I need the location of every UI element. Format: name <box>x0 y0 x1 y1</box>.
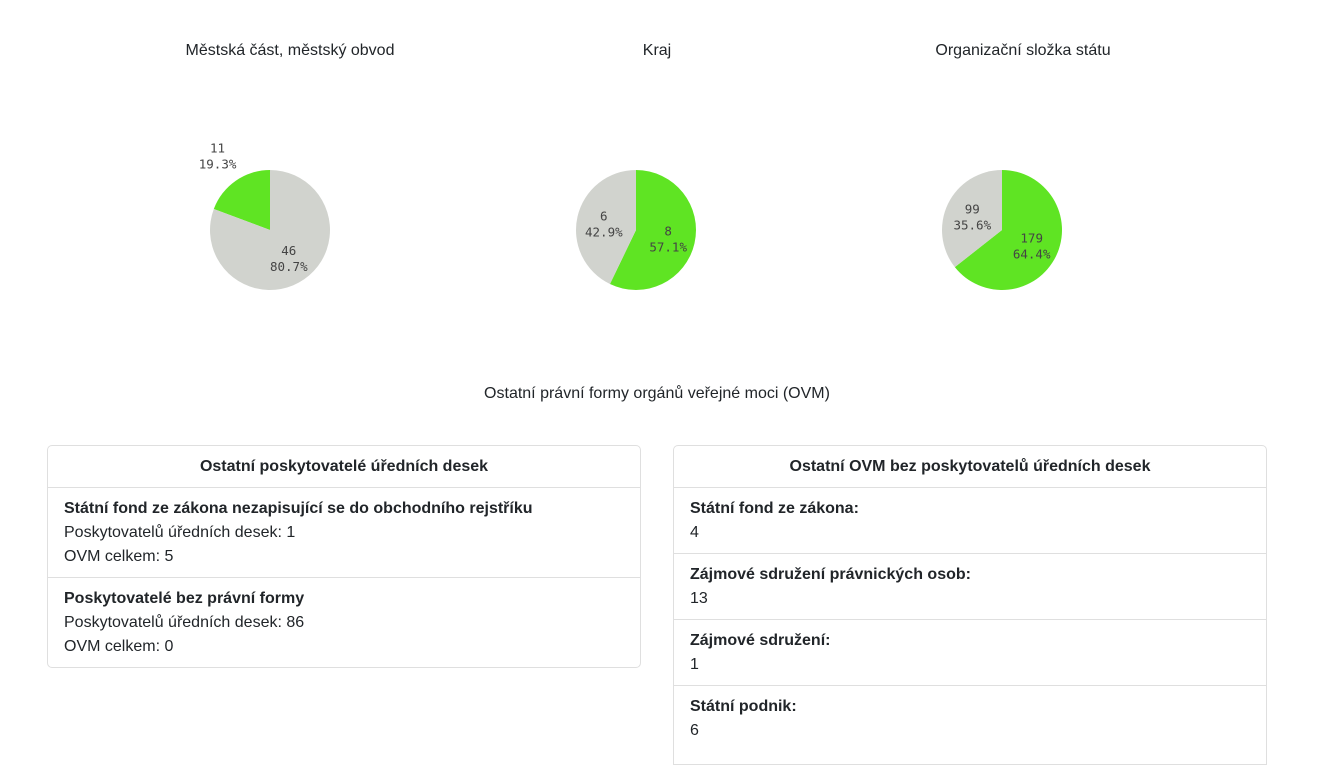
pie-chart: 857.1% 642.9% <box>576 170 696 290</box>
list-item: Poskytovatelé bez právní formy Poskytova… <box>48 578 640 667</box>
pie-value-label: 6 <box>600 209 608 224</box>
item-value: 1 <box>690 656 699 673</box>
pie-slice-gray <box>942 170 1002 268</box>
item-providers: Poskytovatelů úředních desek: 86 <box>64 614 305 631</box>
pie-value-label: 46 <box>281 243 296 258</box>
pie-slice-green <box>609 170 696 290</box>
list-item: Zájmové sdružení právnických osob: 13 <box>674 554 1266 620</box>
pie-percent-label: 80.7% <box>270 259 308 274</box>
chart-title: Organizační složka státu <box>935 42 1111 59</box>
pie-slice-gray <box>576 170 636 285</box>
pie-percent-label: 57.1% <box>649 239 687 254</box>
item-value: 13 <box>690 590 708 607</box>
item-total: OVM celkem: 0 <box>64 638 174 655</box>
list-item: Státní fond ze zákona nezapisující se do… <box>48 488 640 578</box>
pie-value-label: 179 <box>1020 230 1043 245</box>
pie-slice-gray <box>210 170 330 291</box>
item-name: Státní fond ze zákona: <box>690 500 859 517</box>
chart-title: Kraj <box>642 42 672 59</box>
other-ovm-card: Ostatní OVM bez poskytovatelů úředních d… <box>673 445 1267 765</box>
item-name: Státní fond ze zákona nezapisující se do… <box>64 500 533 517</box>
card-header: Ostatní poskytovatelé úředních desek <box>48 446 640 488</box>
item-value: 6 <box>690 722 699 739</box>
item-name: Zájmové sdružení: <box>690 632 831 649</box>
pie-percent-label: 19.3% <box>199 156 237 171</box>
card-header: Ostatní OVM bez poskytovatelů úředních d… <box>674 446 1266 488</box>
pie-value-label: 8 <box>664 223 672 238</box>
item-name: Zájmové sdružení právnických osob: <box>690 566 971 583</box>
pie-value-label: 11 <box>210 140 225 155</box>
list-item: Státní podnik: 6 <box>674 686 1266 751</box>
list-item: Zájmové sdružení: 1 <box>674 620 1266 686</box>
pie-slice-green <box>213 170 270 230</box>
pie-value-label: 99 <box>965 202 980 217</box>
pie-percent-label: 64.4% <box>1013 246 1051 261</box>
item-name: Státní podnik: <box>690 698 797 715</box>
chart-organizacni-slozka: Organizační složka státu 179 64.4% 99 35.6% <box>843 0 1203 340</box>
section-title: Ostatní právní formy orgánů veřejné moci… <box>484 385 830 402</box>
chart-kraj: Kraj 8 57.1% 6 42.9% <box>477 0 837 340</box>
item-value: 4 <box>690 524 699 541</box>
pie-percent-label: 42.9% <box>585 225 623 240</box>
list-item: Státní fond ze zákona: 4 <box>674 488 1266 554</box>
item-total: OVM celkem: 5 <box>64 548 174 565</box>
other-providers-card: Ostatní poskytovatelé úředních desek Stá… <box>47 445 641 668</box>
item-providers: Poskytovatelů úředních desek: 1 <box>64 524 296 541</box>
pie-slice-green <box>954 170 1062 290</box>
pie-percent-label: 35.6% <box>953 218 991 233</box>
chart-mestska-cast: Městská část, městský obvod 11 19.3% 46 80.… <box>110 0 470 340</box>
item-name: Poskytovatelé bez právní formy <box>64 590 305 607</box>
chart-title: Městská část, městský obvod <box>185 42 395 59</box>
